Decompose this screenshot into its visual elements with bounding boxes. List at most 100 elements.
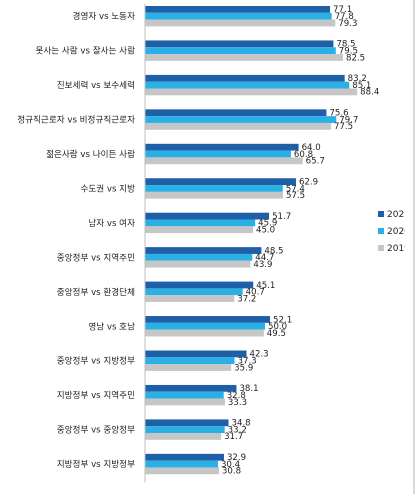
legend-swatch-2019 — [378, 245, 384, 251]
value-label-2020: 79.5 — [339, 46, 358, 56]
bar-2019 — [145, 364, 232, 371]
value-label-2020: 77.8 — [335, 12, 354, 22]
value-label-2020: 44.7 — [255, 253, 274, 263]
value-label-2019: 35.9 — [234, 363, 253, 373]
legend: 2021 2020 2019 — [378, 210, 405, 254]
value-label-2020: 79.7 — [339, 115, 358, 125]
value-label-2020: 40.7 — [246, 288, 265, 298]
value-label-2021: 75.6 — [329, 109, 348, 119]
legend-label-2020: 2020 — [387, 227, 405, 237]
bar-2021 — [145, 419, 229, 427]
value-label-2021: 42.3 — [250, 350, 269, 360]
bar-2019 — [145, 191, 283, 199]
category-label: 중앙정부 vs 중앙정부 — [57, 424, 135, 436]
bar-2019 — [145, 54, 343, 61]
legend-label-2021: 2021 — [387, 210, 405, 220]
value-label-2021: 34.8 — [232, 419, 251, 429]
value-label-2019: 31.7 — [224, 432, 243, 442]
bar-2019 — [145, 260, 251, 268]
value-label-2019: 65.7 — [306, 157, 325, 167]
value-label-2019: 37.2 — [237, 294, 256, 304]
bar-2020 — [145, 357, 235, 365]
bar-2021 — [145, 350, 247, 358]
bar-2021 — [145, 281, 254, 289]
bar-2021 — [145, 74, 345, 82]
bar-2021 — [145, 6, 331, 13]
bar-2019 — [145, 398, 225, 406]
legend-label-2019: 2019 — [387, 244, 405, 254]
bar-2020 — [145, 322, 265, 330]
value-label-2020: 30.4 — [221, 460, 240, 470]
value-label-2021: 38.1 — [239, 384, 258, 394]
value-label-2021: 32.9 — [227, 453, 246, 463]
value-label-2021: 83.2 — [348, 74, 367, 84]
bar-2020 — [145, 288, 243, 296]
bar-2019 — [145, 157, 303, 165]
category-label: 중앙정부 vs 지역주민 — [57, 251, 135, 263]
bar-2020 — [145, 185, 283, 192]
bar-2021 — [145, 109, 327, 117]
bar-2020 — [145, 12, 332, 20]
category-label: 정규직근로자 vs 비정규직근로자 — [17, 115, 135, 126]
value-label-2020: 60.8 — [294, 150, 313, 160]
bar-2020 — [145, 426, 225, 433]
bar-2020 — [145, 253, 253, 261]
bar-2020 — [145, 81, 350, 89]
value-label-2019: 43.9 — [253, 260, 272, 270]
bar-2021 — [145, 384, 237, 392]
bar-2020 — [145, 460, 218, 468]
bar-2019 — [145, 433, 222, 440]
value-label-2021: 62.9 — [299, 177, 318, 187]
bar-2019 — [145, 19, 336, 27]
category-label: 지방정부 vs 지방정부 — [57, 459, 135, 470]
value-label-2021: 45.1 — [256, 281, 275, 291]
value-label-2021: 51.7 — [272, 212, 291, 222]
bar-2021 — [145, 212, 270, 220]
value-label-2020: 32.8 — [227, 391, 246, 401]
value-label-2020: 85.1 — [352, 81, 371, 91]
value-labels: 77.177.879.3 78.579.582.5 83.285.188.4 75.6… — [221, 5, 379, 476]
value-label-2020: 37.3 — [238, 357, 257, 367]
category-label: 경영자 vs 노동자 — [73, 10, 136, 22]
bars-layer — [145, 6, 358, 475]
value-label-2020: 50.0 — [268, 322, 287, 332]
bar-2021 — [145, 40, 334, 48]
value-label-2020: 45.9 — [258, 219, 277, 229]
category-label: 중앙정부 vs 지방정부 — [57, 355, 135, 367]
bar-2021 — [145, 453, 224, 461]
value-label-2019: 49.5 — [267, 329, 286, 339]
value-label-2019: 77.5 — [334, 122, 353, 132]
bar-2020 — [145, 47, 336, 55]
category-label: 진보세력 vs 보수세력 — [57, 79, 135, 91]
value-label-2021: 52.1 — [273, 315, 292, 325]
bar-2020 — [145, 219, 256, 227]
value-label-2019: 79.3 — [338, 19, 357, 29]
bar-2021 — [145, 178, 296, 186]
bar-2019 — [145, 226, 253, 234]
category-label: 중앙정부 vs 환경단체 — [57, 286, 135, 298]
value-label-2019: 57.5 — [286, 191, 305, 201]
bar-2020 — [145, 116, 337, 123]
bar-2020 — [145, 150, 291, 158]
value-label-2019: 88.4 — [360, 88, 379, 98]
bar-2019 — [145, 467, 219, 475]
value-label-2019: 82.5 — [346, 53, 365, 63]
bar-2019 — [145, 329, 264, 337]
value-label-2021: 77.1 — [333, 5, 352, 15]
value-label-2019: 45.0 — [256, 226, 275, 236]
category-label: 젊은사람 vs 나이든 사람 — [46, 148, 135, 160]
category-label: 영남 vs 호남 — [88, 321, 135, 332]
category-label: 못사는 사람 vs 잘사는 사람 — [35, 45, 135, 57]
bar-2021 — [145, 143, 299, 151]
bar-2020 — [145, 391, 224, 399]
bar-2019 — [145, 88, 358, 96]
value-label-2021: 48.5 — [264, 246, 283, 256]
legend-swatch-2021 — [378, 211, 384, 217]
value-label-2021: 78.5 — [336, 40, 355, 50]
bar-2021 — [145, 247, 262, 254]
value-label-2019: 30.8 — [222, 467, 241, 477]
value-label-2020: 33.2 — [228, 425, 247, 435]
category-label: 남자 vs 여자 — [88, 217, 135, 229]
